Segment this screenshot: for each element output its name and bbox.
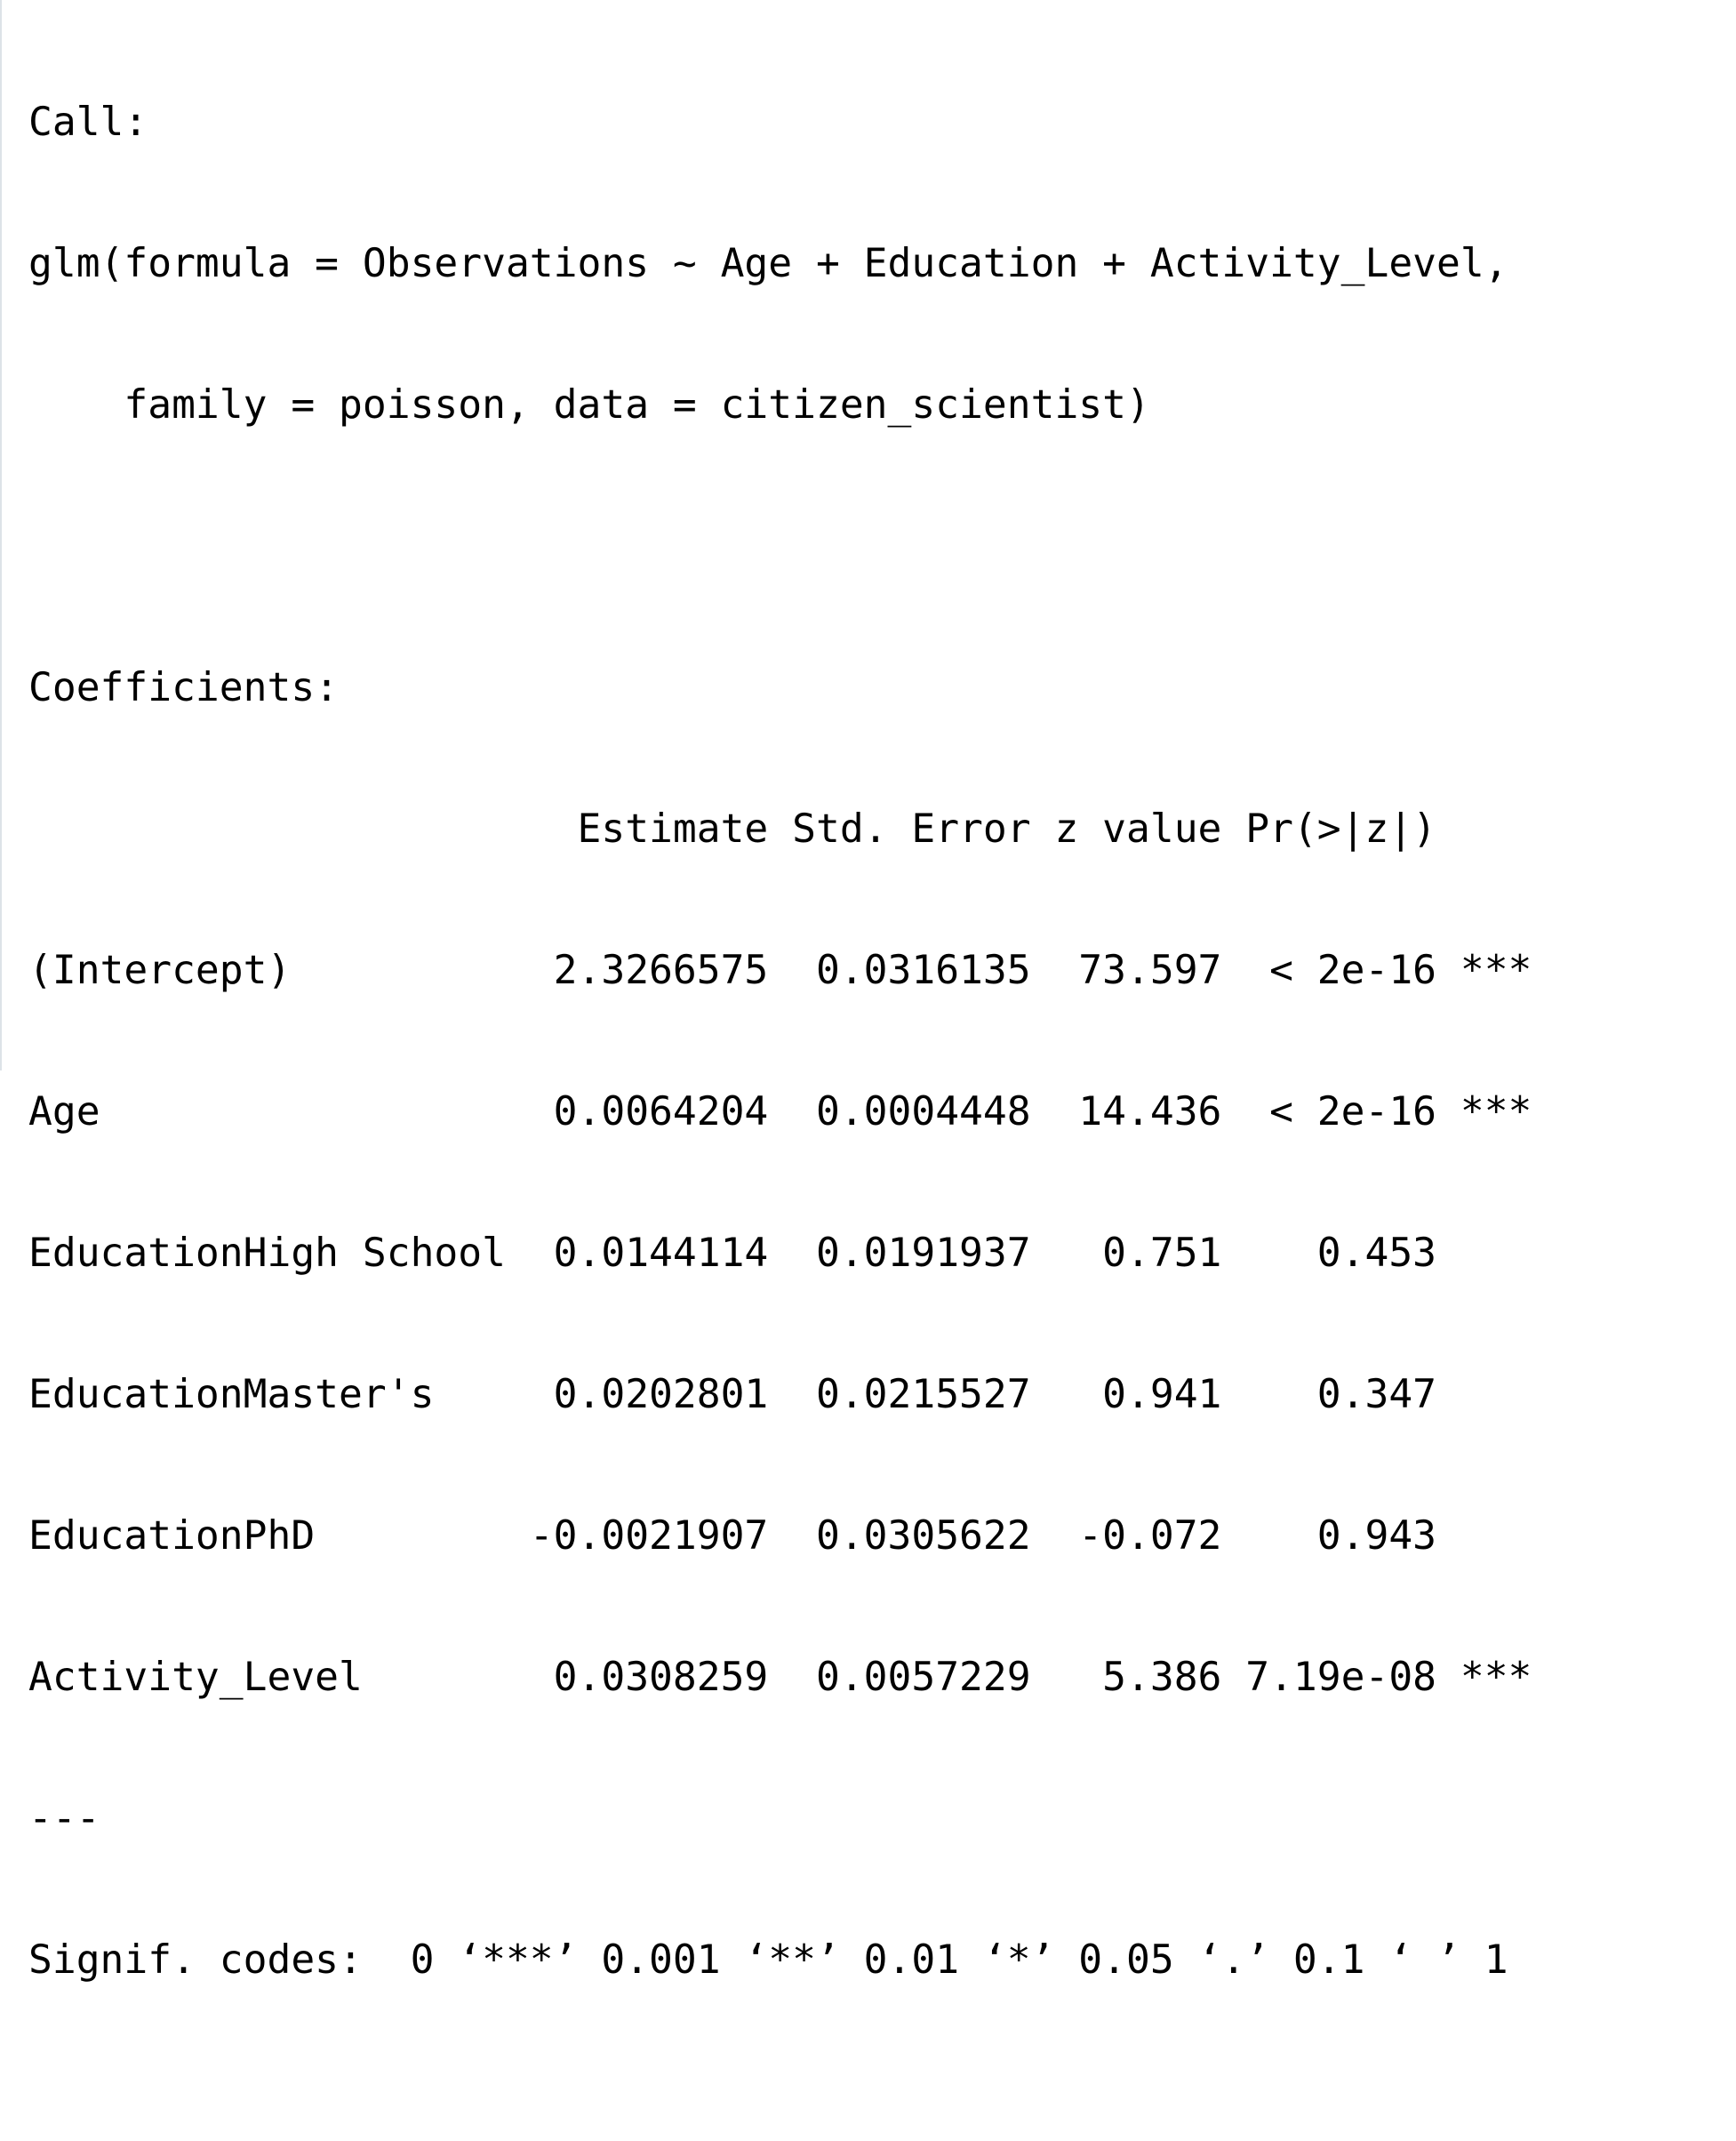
coefficient-row-intercept: (Intercept) 2.3266575 0.0316135 73.597 <… [28, 947, 1532, 993]
call-header-line: Call: [28, 99, 148, 145]
coefficients-header-line: Coefficients: [28, 664, 340, 710]
coefficient-row-age: Age 0.0064204 0.0004448 14.436 < 2e-16 *… [28, 1088, 1532, 1135]
r-console-pane[interactable]: Call: glm(formula = Observations ~ Age +… [0, 0, 1736, 1983]
glm-summary-output: Call: glm(formula = Observations ~ Age +… [28, 4, 1532, 2141]
coefficient-row-education-high-school: EducationHigh School 0.0144114 0.0191937… [28, 1230, 1532, 1276]
coefficients-column-headers: Estimate Std. Error z value Pr(>|z|) [28, 806, 1532, 852]
coefficient-row-education-phd: EducationPhD -0.0021907 0.0305622 -0.072… [28, 1512, 1532, 1559]
signif-codes-line: Signif. codes: 0 ‘***’ 0.001 ‘**’ 0.01 ‘… [28, 1937, 1508, 1983]
blank-line [28, 523, 1532, 570]
coefficient-row-education-masters: EducationMaster's 0.0202801 0.0215527 0.… [28, 1371, 1532, 1417]
call-formula-line: glm(formula = Observations ~ Age + Educa… [28, 240, 1508, 286]
blank-line [28, 2078, 1532, 2125]
coefficient-row-activity-level: Activity_Level 0.0308259 0.0057229 5.386… [28, 1654, 1532, 1700]
call-family-data-line: family = poisson, data = citizen_scienti… [28, 381, 1150, 428]
separator-line: --- [28, 1795, 100, 1841]
